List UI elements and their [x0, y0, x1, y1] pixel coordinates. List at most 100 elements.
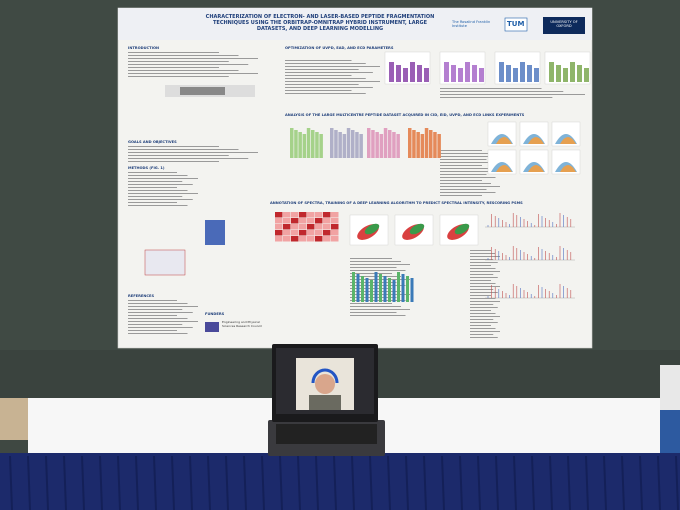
decoration	[128, 61, 229, 62]
decoration	[338, 132, 342, 158]
decoration	[285, 90, 352, 91]
decoration	[440, 192, 496, 193]
decoration	[374, 272, 378, 302]
decoration	[128, 70, 239, 71]
decoration	[410, 62, 415, 82]
decoration	[128, 152, 258, 153]
decoration	[307, 212, 315, 218]
decoration	[472, 65, 477, 82]
decoration	[275, 230, 283, 236]
decoration	[470, 337, 498, 338]
decoration	[424, 128, 429, 158]
decoration	[323, 218, 331, 224]
decoration	[128, 178, 198, 179]
decoration	[315, 455, 319, 510]
decoration	[350, 309, 410, 310]
decoration	[383, 276, 387, 302]
decoration	[128, 205, 188, 206]
decoration	[128, 76, 229, 77]
poster-figures	[128, 51, 591, 338]
decoration	[396, 134, 400, 158]
decoration	[128, 333, 188, 334]
decoration	[291, 218, 299, 224]
decoration	[440, 91, 564, 92]
decoration	[350, 261, 401, 262]
decoration	[470, 334, 494, 335]
decoration	[283, 230, 291, 236]
decoration	[285, 81, 380, 82]
decoration	[470, 319, 494, 320]
decoration	[440, 159, 487, 160]
decoration	[45, 455, 49, 510]
decoration	[355, 132, 359, 158]
decoration	[331, 218, 339, 224]
decoration	[63, 455, 67, 510]
decoration	[334, 130, 338, 158]
section-heading: FUNDERS	[205, 312, 225, 316]
decoration	[440, 162, 496, 163]
decoration	[285, 84, 359, 85]
decoration	[283, 212, 291, 218]
decoration	[128, 300, 177, 301]
decoration	[153, 455, 157, 510]
decoration	[563, 68, 568, 82]
decoration	[331, 236, 339, 242]
decoration	[405, 455, 409, 510]
decoration	[307, 224, 315, 230]
decoration	[331, 212, 339, 218]
decoration	[379, 134, 384, 158]
decoration	[458, 68, 463, 82]
decoration	[470, 328, 496, 329]
decoration	[470, 274, 494, 275]
decoration	[297, 455, 301, 510]
decoration	[499, 62, 504, 82]
decoration	[128, 181, 183, 182]
decoration	[440, 180, 482, 181]
decoration	[298, 132, 302, 158]
decoration	[392, 280, 396, 302]
decoration	[584, 68, 589, 82]
decoration	[454, 223, 470, 235]
decoration	[285, 78, 366, 79]
decoration	[470, 313, 496, 314]
decoration	[342, 134, 347, 158]
decoration	[350, 300, 406, 301]
decoration	[470, 259, 494, 260]
decoration	[408, 128, 412, 158]
decoration	[315, 212, 323, 218]
decoration	[128, 67, 219, 68]
decoration	[528, 165, 544, 172]
decoration	[350, 285, 406, 286]
decoration	[585, 455, 589, 510]
decoration	[470, 292, 498, 293]
section-heading: GOALS AND OBJECTIVES	[128, 140, 177, 144]
decoration	[128, 327, 193, 328]
decoration	[315, 132, 319, 158]
decoration	[299, 230, 307, 236]
section-heading: INTRODUCTION	[128, 46, 160, 50]
decoration	[128, 172, 177, 173]
decoration	[261, 455, 265, 510]
decoration	[470, 277, 498, 278]
decoration	[409, 223, 425, 235]
decoration	[285, 60, 352, 61]
decoration	[128, 187, 177, 188]
decoration	[675, 455, 679, 510]
decoration	[440, 195, 482, 196]
decoration	[470, 286, 500, 287]
decoration	[470, 253, 496, 254]
decoration	[275, 218, 283, 224]
decoration	[323, 230, 331, 236]
decoration	[291, 236, 299, 242]
decoration	[128, 161, 219, 162]
decoration	[470, 265, 491, 266]
decoration	[291, 224, 299, 230]
decoration	[135, 455, 139, 510]
logo-text: TUM	[507, 20, 525, 28]
logo-text: UNIVERSITY OF OXFORD	[550, 20, 578, 28]
decoration	[639, 455, 643, 510]
decoration	[352, 272, 355, 302]
decoration	[496, 137, 512, 144]
decoration	[549, 62, 554, 82]
decoration	[311, 130, 315, 158]
